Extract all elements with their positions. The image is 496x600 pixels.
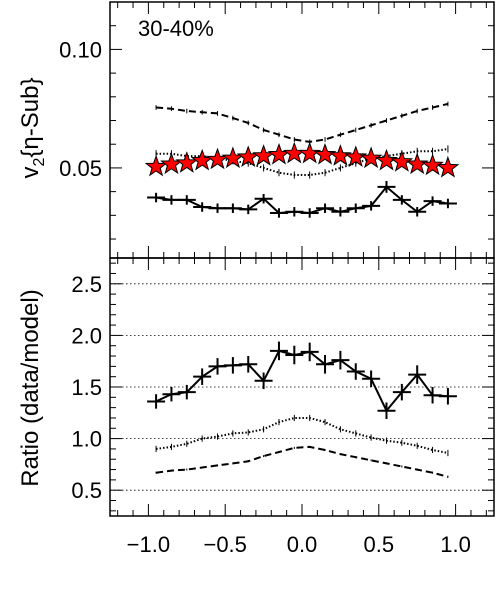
bottom-series-group	[147, 341, 457, 478]
star-marker	[390, 150, 414, 172]
star-marker	[252, 144, 276, 166]
y-tick-label: 2.0	[71, 323, 102, 348]
star-marker	[436, 155, 460, 178]
y-tick-label: 0.05	[59, 156, 102, 181]
y-tick-label: 0.10	[59, 37, 102, 62]
bottom-y-axis-title: Ratio (data/model)	[17, 289, 44, 486]
top-series-group	[144, 101, 460, 218]
y-title-subscript: 2	[31, 157, 48, 166]
y-tick-label: 0.5	[71, 478, 102, 503]
x-tick-label: 0.0	[287, 532, 318, 557]
star-marker	[175, 151, 199, 173]
y-title-v: v	[17, 166, 44, 178]
y-title-rest: {η-Sub}	[17, 78, 44, 158]
star-marker	[206, 147, 229, 170]
series-line-dashed	[156, 102, 449, 143]
bottom-y-tick-labels: 0.5 1.0 1.5 2.0 2.5	[71, 272, 102, 503]
star-marker	[298, 141, 322, 164]
star-marker	[405, 152, 429, 175]
series-line-solid	[155, 349, 448, 413]
top-axis-ticks	[110, 1, 494, 258]
bottom-x-tick-labels: −1.0 −0.5 0.0 0.5 1.0	[127, 532, 471, 557]
star-marker	[190, 148, 214, 171]
y-tick-label: 1.0	[71, 427, 102, 452]
x-tick-label: 0.5	[364, 532, 395, 557]
star-marker	[313, 142, 337, 165]
x-tick-label: −1.0	[127, 532, 170, 557]
series-line-dashed	[155, 445, 449, 478]
x-tick-label: 1.0	[440, 532, 471, 557]
star-marker	[328, 144, 352, 166]
centrality-label: 30-40%	[138, 16, 214, 41]
series-line-dotted	[155, 417, 449, 454]
star-marker	[359, 146, 383, 169]
x-tick-label: −0.5	[203, 532, 246, 557]
star-marker	[421, 153, 444, 176]
top-y-axis-title: v2{η-Sub}	[17, 78, 48, 179]
star-marker	[267, 142, 291, 165]
y-tick-label: 1.5	[71, 375, 102, 400]
y-tick-label: 2.5	[71, 272, 102, 297]
series-line-dotted	[156, 148, 449, 176]
star-marker	[144, 154, 168, 177]
star-marker	[282, 141, 306, 164]
star-marker	[375, 148, 398, 171]
star-marker	[160, 152, 183, 175]
bottom-gridlines	[110, 283, 494, 491]
star-marker	[344, 145, 368, 168]
top-y-tick-labels: 0.05 0.10	[59, 37, 102, 181]
bottom-axis-ticks	[110, 258, 494, 516]
